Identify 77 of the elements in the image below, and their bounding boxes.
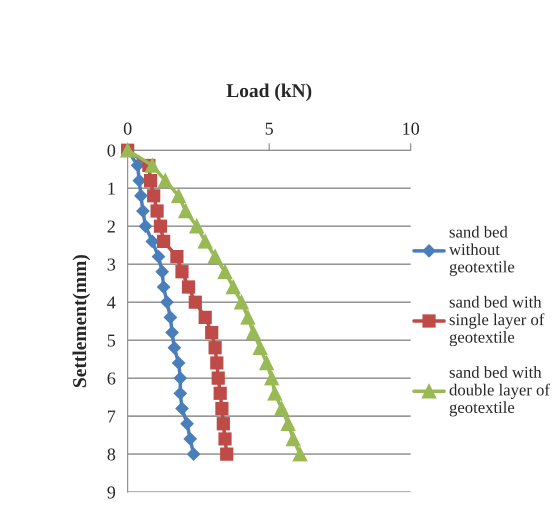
point	[252, 340, 268, 356]
point	[259, 356, 274, 370]
point	[240, 310, 256, 325]
point	[210, 356, 224, 370]
y-tick-label: 7	[108, 410, 116, 422]
point	[264, 370, 280, 386]
point	[208, 249, 222, 264]
point	[205, 326, 218, 340]
point	[180, 417, 194, 430]
legend-label: sand bed without geotextile	[449, 226, 514, 276]
point	[182, 280, 196, 294]
y-tick-label: 4	[107, 296, 116, 308]
y-tick-label: 6	[108, 372, 116, 385]
x-axis-title: Load (kN)	[226, 84, 312, 102]
point	[154, 220, 168, 233]
point	[174, 372, 187, 385]
point	[130, 158, 144, 172]
point	[214, 386, 227, 400]
point	[150, 204, 164, 218]
point	[280, 416, 296, 432]
point	[189, 218, 204, 234]
point	[175, 402, 189, 416]
point	[184, 432, 197, 446]
point	[274, 401, 289, 416]
point	[144, 174, 158, 188]
point	[198, 234, 212, 249]
point	[138, 220, 152, 233]
point	[268, 386, 282, 401]
point	[286, 432, 301, 446]
y-tick-label: 5	[108, 334, 116, 347]
y-tick-label: 1	[108, 182, 115, 194]
point	[132, 174, 146, 188]
point	[188, 296, 202, 309]
point	[160, 296, 174, 309]
point	[292, 446, 308, 462]
point	[134, 189, 148, 202]
y-tick-label: 2	[108, 220, 115, 232]
point	[220, 448, 234, 461]
point	[146, 234, 159, 248]
point	[170, 250, 184, 264]
point	[208, 341, 222, 354]
x-tick-label: 5	[266, 122, 273, 135]
point	[226, 280, 241, 294]
y-axis-title: Settlement(mm)	[72, 255, 90, 388]
point	[147, 189, 160, 202]
point	[198, 310, 212, 324]
point	[158, 173, 173, 188]
point	[246, 325, 261, 340]
legend-label: sand bed with double layer of geotextile	[450, 366, 550, 416]
point	[168, 341, 181, 354]
point	[156, 265, 169, 278]
point	[178, 204, 193, 218]
point	[216, 417, 230, 430]
point	[215, 402, 229, 416]
point	[164, 310, 177, 324]
x-tick-label: 0	[124, 122, 132, 135]
point	[157, 234, 170, 248]
y-tick-label: 3	[108, 258, 116, 271]
y-tick-label: 8	[108, 448, 116, 461]
point	[171, 188, 186, 204]
y-tick-label: 9	[107, 486, 116, 499]
point	[234, 294, 249, 310]
point	[136, 204, 150, 218]
x-tick-label: 10	[403, 122, 420, 135]
point	[144, 158, 160, 173]
point	[218, 264, 232, 280]
point	[175, 265, 189, 278]
point	[218, 432, 232, 446]
point	[174, 386, 187, 400]
point	[172, 356, 186, 370]
point	[166, 326, 179, 340]
legend-label: sand bed with single layer of geotextile	[450, 296, 544, 346]
y-tick-label: 0	[108, 144, 116, 157]
point	[157, 280, 170, 294]
point	[212, 372, 225, 385]
point	[152, 250, 166, 264]
point	[187, 448, 200, 461]
